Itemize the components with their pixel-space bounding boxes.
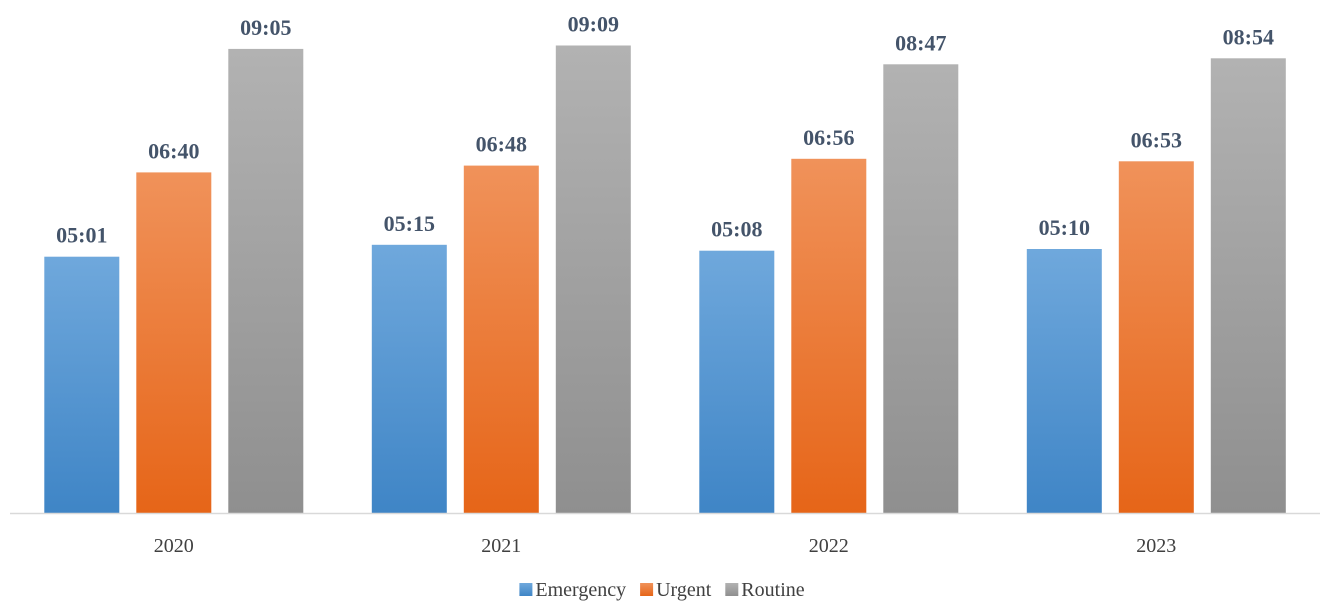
bar-routine-2020: [228, 48, 304, 514]
legend-swatch-emergency: [519, 583, 533, 596]
x-tick-label-2020: 2020: [154, 535, 194, 557]
data-label-urgent-2021: 06:48: [476, 132, 527, 157]
bar-urgent-2020: [136, 172, 212, 513]
bar-emergency-2023: [1026, 249, 1102, 513]
data-label-urgent-2023: 06:53: [1131, 127, 1182, 152]
data-label-urgent-2022: 06:56: [803, 125, 854, 150]
legend-label-urgent: Urgent: [656, 579, 712, 601]
bar-routine-2023: [1210, 58, 1286, 514]
x-tick-label-2023: 2023: [1136, 535, 1176, 557]
legend-label-routine: Routine: [741, 579, 804, 601]
legend-swatch-urgent: [640, 583, 654, 596]
x-axis-ticks: 2020 2021 2022 2023: [154, 535, 1177, 557]
legend-label-emergency: Emergency: [535, 579, 626, 601]
data-label-routine-2021: 09:09: [568, 12, 619, 37]
x-tick-label-2022: 2022: [809, 535, 849, 557]
data-label-emergency-2021: 05:15: [384, 211, 435, 236]
bar-emergency-2022: [699, 250, 775, 513]
bar-urgent-2023: [1118, 161, 1194, 514]
bar-routine-2021: [555, 45, 631, 513]
data-label-routine-2022: 08:47: [895, 30, 946, 55]
data-label-emergency-2020: 05:01: [56, 223, 107, 248]
bar-emergency-2020: [44, 256, 120, 513]
bar-routine-2022: [883, 64, 959, 514]
bars-layer: [44, 45, 1286, 514]
data-label-emergency-2022: 05:08: [711, 217, 762, 242]
bar-urgent-2022: [791, 158, 867, 514]
legend-swatch-routine: [725, 583, 739, 596]
data-label-emergency-2023: 05:10: [1039, 215, 1090, 240]
legend: Emergency Urgent Routine: [519, 579, 805, 601]
bar-emergency-2021: [371, 244, 447, 514]
data-label-urgent-2020: 06:40: [148, 138, 199, 163]
data-label-routine-2020: 09:05: [240, 15, 291, 40]
data-labels-layer: 05:01 06:40 09:05 05:15 06:48 09:09 05:08 06:56…: [56, 12, 1274, 248]
data-label-routine-2023: 08:54: [1223, 24, 1274, 49]
bar-urgent-2021: [463, 165, 539, 513]
x-tick-label-2021: 2021: [481, 535, 521, 557]
